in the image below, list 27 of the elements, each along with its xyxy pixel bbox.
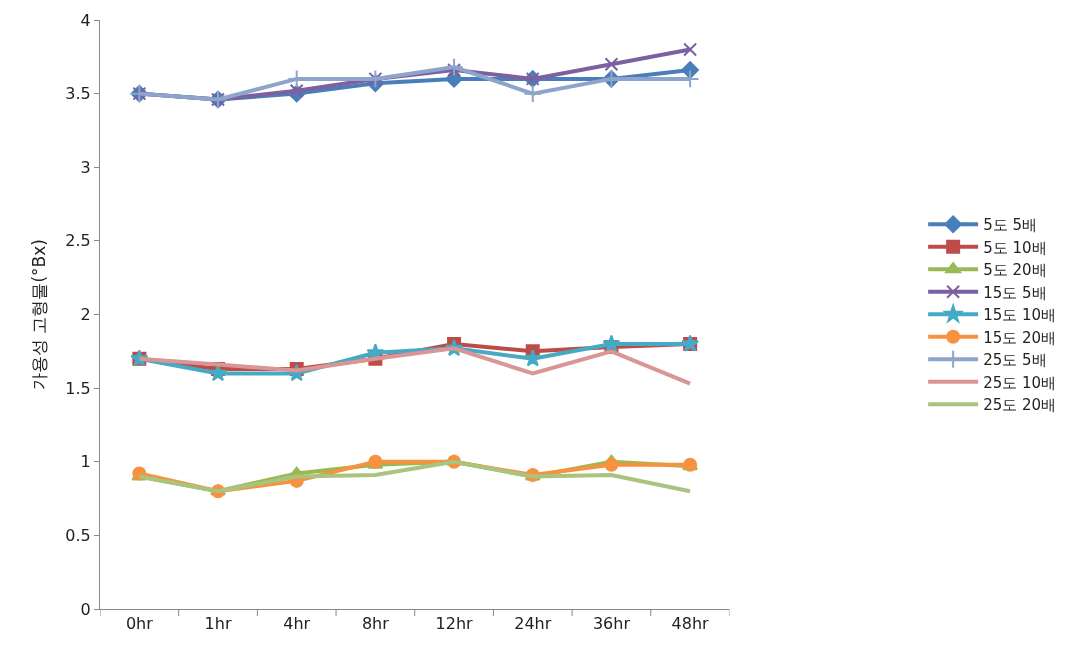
x-tick-label: 24hr	[514, 614, 552, 634]
legend-label: 25도 20배	[983, 396, 1057, 415]
y-axis-title: 가용성 고형물(°Bx)	[28, 239, 49, 390]
x-tick-label: 0hr	[125, 614, 154, 634]
legend-label: 15도 5배	[983, 283, 1047, 302]
y-tick-label: 4	[80, 10, 91, 30]
x-tick-label: 12hr	[435, 614, 474, 634]
x-tick-label: 1hr	[204, 614, 232, 634]
x-tick-label: 36hr	[592, 614, 631, 634]
legend-label: 15도 20배	[983, 328, 1057, 347]
legend-label: 5도 20배	[983, 261, 1047, 280]
legend-label: 25도 10배	[983, 373, 1057, 392]
y-tick-label: 2	[80, 305, 91, 325]
legend-label: 5도 10배	[983, 238, 1047, 257]
y-tick-label: 1.5	[65, 378, 91, 398]
y-tick-label: 0.5	[65, 525, 91, 545]
x-tick-label: 8hr	[361, 614, 390, 634]
y-tick-label: 3	[80, 157, 91, 177]
y-tick-label: 0	[80, 599, 91, 619]
legend-label: 25도 5배	[983, 351, 1047, 370]
legend-label: 5도 5배	[983, 216, 1037, 235]
y-tick-label: 2.5	[65, 231, 91, 251]
legend-label: 15도 10배	[983, 306, 1057, 325]
x-tick-label: 4hr	[283, 614, 311, 634]
x-tick-label: 48hr	[671, 614, 710, 634]
y-tick-label: 3.5	[65, 84, 91, 104]
y-tick-label: 1	[80, 452, 91, 472]
